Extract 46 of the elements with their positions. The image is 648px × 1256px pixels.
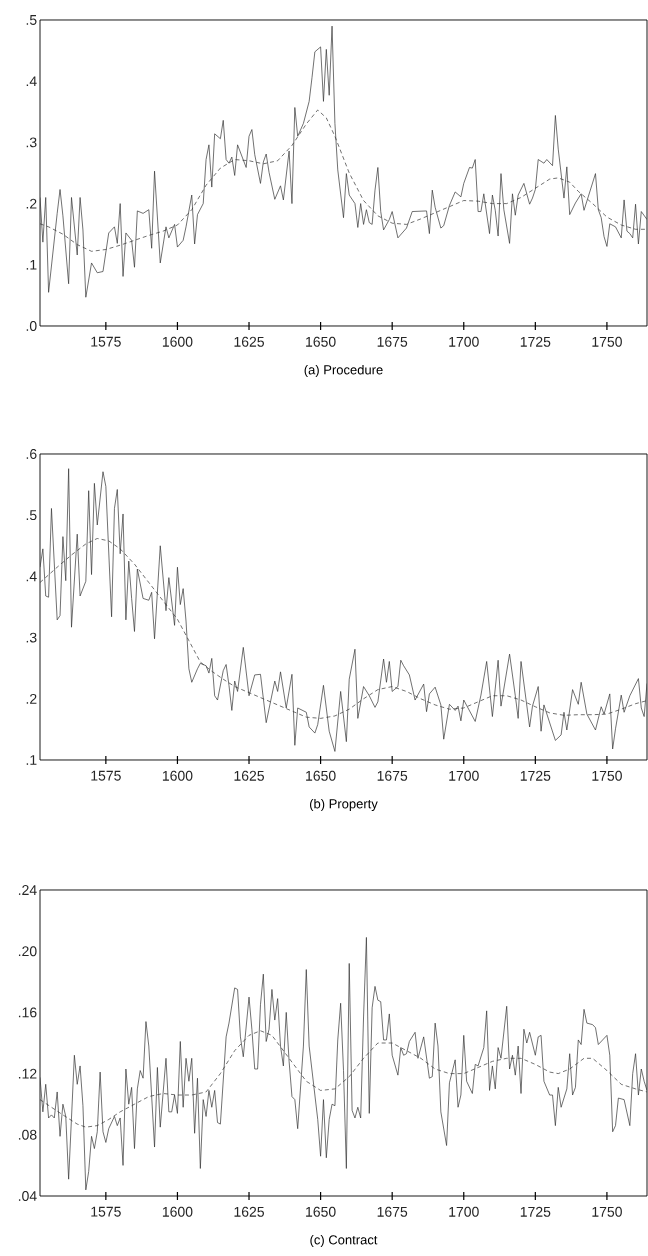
x-tick-label: 1600 <box>162 1206 193 1217</box>
y-tick-label: .08 <box>18 1129 37 1140</box>
y-tick-label: .2 <box>26 198 37 209</box>
y-tick-label: .3 <box>26 632 37 643</box>
x-tick-label: 1675 <box>377 1206 408 1217</box>
y-tick-label: .04 <box>18 1191 37 1201</box>
y-tick-label: .1 <box>26 755 37 765</box>
x-tick-label: 1675 <box>377 336 408 347</box>
y-tick-label: .3 <box>26 137 37 148</box>
x-tick-label: 1700 <box>449 770 479 781</box>
x-tick-label: 1625 <box>234 336 264 347</box>
y-tick-label: .0 <box>26 321 37 331</box>
x-tick-label: 1650 <box>306 1206 336 1217</box>
line-series <box>40 468 648 752</box>
x-tick-label: 1750 <box>592 1206 622 1217</box>
y-tick-label: .12 <box>18 1068 37 1079</box>
x-tick-label: 1725 <box>520 336 551 347</box>
y-tick-label: .16 <box>18 1007 37 1018</box>
text: (a) Procedure <box>304 364 383 377</box>
x-tick-label: 1600 <box>162 770 193 781</box>
y-tick-label: .5 <box>26 510 37 521</box>
y-tick-label: .5 <box>26 15 37 25</box>
text: (b) Property <box>310 798 378 812</box>
x-tick-label: 1675 <box>377 770 408 781</box>
text: (c) Contract <box>310 1234 378 1247</box>
y-tick-label: .4 <box>26 76 37 86</box>
y-tick-label: .2 <box>26 693 37 704</box>
x-tick-label: 1700 <box>449 336 479 347</box>
y-tick-label: .20 <box>18 946 37 957</box>
x-tick-label: 1575 <box>91 336 121 347</box>
y-tick-label: .1 <box>26 259 37 270</box>
y-tick-label: .6 <box>26 449 37 459</box>
y-tick-label: .4 <box>26 571 37 582</box>
x-tick-label: 1625 <box>234 770 264 781</box>
x-tick-label: 1700 <box>449 1206 479 1217</box>
x-tick-label: 1600 <box>162 336 193 347</box>
x-tick-label: 1625 <box>234 1206 264 1217</box>
x-tick-label: 1725 <box>520 1206 551 1217</box>
x-tick-label: 1650 <box>306 336 336 347</box>
x-tick-label: 1650 <box>306 770 336 781</box>
x-tick-label: 1575 <box>91 1206 121 1217</box>
x-tick-label: 1725 <box>520 770 551 781</box>
x-tick-label: 1750 <box>592 336 622 347</box>
y-tick-label: .24 <box>18 885 37 895</box>
x-tick-label: 1575 <box>91 770 121 781</box>
x-tick-label: 1750 <box>592 770 622 781</box>
